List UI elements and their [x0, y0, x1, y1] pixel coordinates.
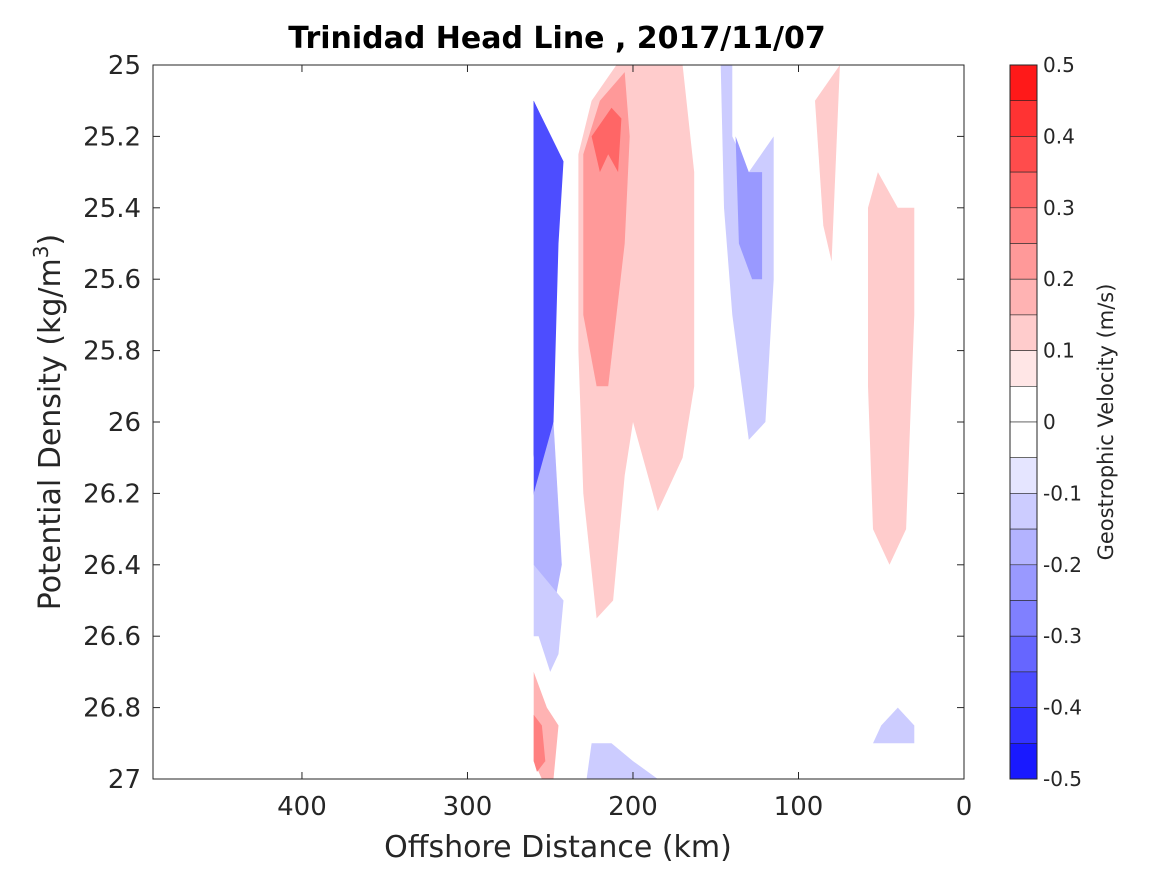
y-tick-label: 26.6 [83, 622, 141, 652]
colorbar-band [1009, 243, 1038, 280]
colorbar-band [1009, 421, 1038, 459]
y-tick-label: 25.2 [83, 122, 141, 152]
colorbar-tick-label: -0.5 [1043, 767, 1082, 791]
contour-northward-jet-core [591, 107, 622, 173]
colorbar-tick-label: 0.1 [1043, 339, 1075, 363]
contour-northward-nearshore-a [815, 65, 840, 262]
contour-deep-southward-b [873, 707, 915, 744]
colorbar-band [1009, 350, 1038, 387]
contour-deep-northward-core [533, 714, 546, 772]
colorbar-band [1009, 528, 1038, 566]
y-tick-label: 25.6 [83, 265, 141, 295]
colorbar-band [1009, 635, 1038, 673]
colorbar-label: Geostrophic Velocity (m/s) [1094, 284, 1118, 561]
y-axis-label-close: ) [33, 234, 68, 246]
colorbar-tick-label: -0.3 [1043, 624, 1082, 648]
contour-regions [533, 65, 915, 779]
y-tick-label: 26.8 [83, 694, 141, 724]
colorbar-band [1009, 136, 1038, 173]
y-tick-label: 26.2 [83, 479, 141, 509]
colorbar-tick-label: 0.2 [1043, 267, 1075, 291]
x-tick-label: 400 [277, 792, 327, 822]
colorbar-band [1009, 564, 1038, 601]
chart-title: Trinidad Head Line , 2017/11/07 [288, 21, 825, 56]
y-axis: 25 25.2 25.4 25.6 25.8 26 26.2 26.4 26.6 26.8 27 [83, 51, 964, 795]
colorbar-band [1009, 671, 1038, 708]
colorbar-frame [1009, 64, 1038, 780]
colorbar: 0.5 0.4 0.3 0.2 0.1 0 -0.1 -0.2 -0.3 -0.4 -0.5 [1009, 53, 1082, 791]
y-axis-label-main: Potential Density (kg/m [33, 258, 68, 610]
y-axis-label-superscript: 3 [29, 245, 53, 258]
colorbar-band [1009, 207, 1038, 244]
colorbar-tick-label: 0 [1043, 410, 1056, 434]
colorbar-tick-label: 0.3 [1043, 196, 1075, 220]
y-tick-label: 25 [108, 51, 141, 81]
x-axis: 400 300 200 100 0 [277, 65, 972, 822]
contour-southward-eddy-inner [735, 136, 763, 280]
colorbar-tick-label: -0.1 [1043, 481, 1082, 505]
x-axis-label: Offshore Distance (km) [384, 830, 732, 865]
colorbar-band [1009, 742, 1038, 780]
colorbar-band [1009, 278, 1038, 316]
colorbar-tick-label: -0.2 [1043, 553, 1082, 577]
y-tick-label: 25.4 [83, 194, 141, 224]
colorbar-tick-label: -0.4 [1043, 696, 1082, 720]
contour-southward-band [533, 100, 564, 530]
y-axis-label: Potential Density (kg/m3) [29, 234, 68, 610]
colorbar-band [1009, 493, 1038, 530]
colorbar-tick-label: 0.4 [1043, 124, 1075, 148]
colorbar-band [1009, 64, 1038, 102]
y-tick-label: 26 [108, 408, 141, 438]
colorbar-tick-label: 0.5 [1043, 53, 1075, 77]
colorbar-band [1009, 314, 1038, 351]
x-tick-label: 0 [956, 792, 973, 822]
colorbar-band [1009, 171, 1038, 209]
y-tick-label: 25.8 [83, 337, 141, 367]
contour-deep-southward-a [586, 743, 658, 779]
contour-southward-flank [533, 422, 562, 601]
contour-northward-nearshore-b [868, 172, 915, 565]
colorbar-band [1009, 600, 1038, 637]
y-tick-label: 27 [108, 765, 141, 795]
colorbar-band [1009, 100, 1038, 137]
x-tick-label: 100 [774, 792, 824, 822]
x-tick-label: 200 [608, 792, 658, 822]
y-tick-label: 26.4 [83, 551, 141, 581]
colorbar-band [1009, 385, 1038, 423]
contour-weak-southward-tail [533, 564, 564, 672]
x-tick-label: 300 [443, 792, 493, 822]
colorbar-band [1009, 707, 1038, 744]
colorbar-band [1009, 457, 1038, 494]
